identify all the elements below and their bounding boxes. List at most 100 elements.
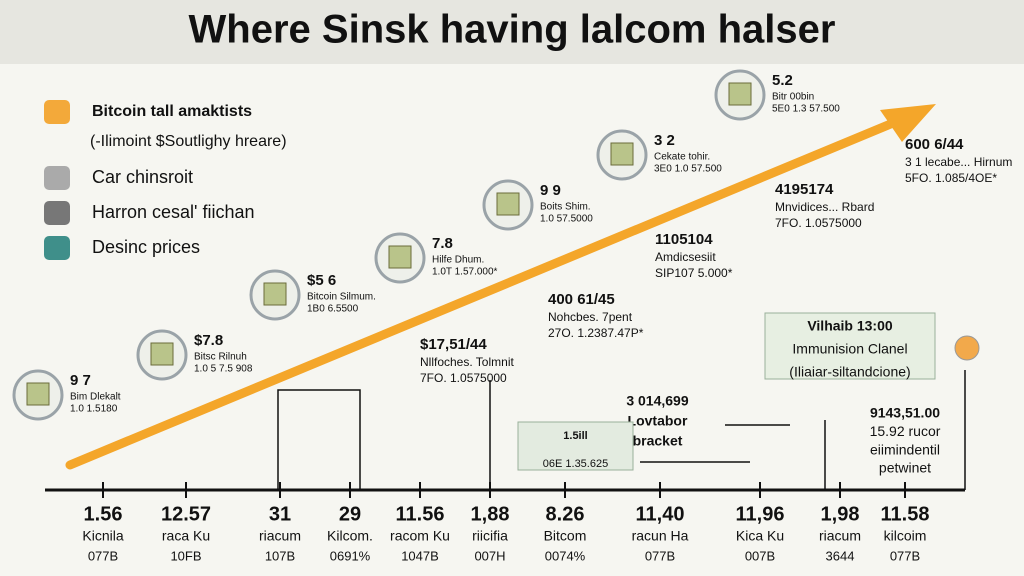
axis-value: 31: [269, 503, 291, 525]
milestone-value: 9 7: [70, 372, 91, 389]
axis-name: Kicnila: [82, 528, 123, 544]
axis-code: 10FB: [170, 548, 201, 563]
legend-label: (-Ilimoint $Soutlighy hreare): [90, 133, 287, 150]
milestone-code: 1.0 1.5180: [70, 404, 118, 415]
axis-code: 3644: [826, 548, 855, 563]
title-band: [0, 0, 1024, 64]
axis-name: racun Ha: [632, 528, 689, 544]
box-line: 1.5ill: [563, 430, 587, 442]
note-code: SIP107 5.000*: [655, 266, 733, 280]
legend-label: Car chinsroit: [92, 167, 193, 187]
trend-arrow: [65, 113, 910, 470]
box-line: 06E 1.35.625: [543, 458, 608, 470]
note-value: 600 6/44: [905, 136, 964, 153]
axis-code: 0691%: [330, 548, 371, 563]
pin-icon: [610, 142, 634, 166]
axis-value: 1,98: [821, 503, 860, 525]
milestone-name: Bitcoin Silmum.: [307, 292, 376, 303]
axis-value: 1,88: [471, 503, 510, 525]
legend-label: Bitcoin tall amaktists: [92, 103, 252, 120]
legend-icon: [44, 166, 70, 190]
axis-name: Kica Ku: [736, 528, 784, 544]
milestone-code: 1.0 57.5000: [540, 214, 593, 225]
box: [517, 421, 634, 471]
milestone-value: 5.2: [772, 72, 793, 89]
note-name: Nohcbes. 7pent: [548, 310, 633, 324]
axis-code: 077B: [88, 548, 118, 563]
milestone-code: 1B0 6.5500: [307, 304, 359, 315]
milestone-name: Cekate tohir.: [654, 152, 710, 163]
axis-value: 11,40: [636, 503, 685, 525]
note-name: Nllfoches. Tolmnit: [420, 355, 514, 369]
milestone-name: Hilfe Dhum.: [432, 255, 484, 266]
note-code: 27O. 1.2387.47P*: [548, 326, 644, 340]
note-name: 3 1 lecabe... Hirnum: [905, 155, 1012, 169]
legend-icon: [44, 236, 70, 260]
milestone-name: Bim Dlekalt: [70, 392, 121, 403]
axis-name: Bitcom: [544, 528, 587, 544]
pin-icon: [150, 342, 174, 366]
milestone-code: 5E0 1.3 57.500: [772, 104, 840, 115]
axis-value: 8.26: [546, 503, 585, 525]
axis-value: 12.57: [161, 503, 211, 525]
note-value: 1105104: [655, 231, 713, 248]
pin-icon: [728, 82, 752, 106]
axis-value: 29: [339, 503, 361, 525]
axis-value: 11.56: [396, 503, 445, 525]
box: [764, 312, 936, 380]
box-line: bracket: [633, 433, 683, 449]
axis-code: 077B: [890, 548, 920, 563]
box-line: Lovtabor: [628, 413, 688, 429]
note-code: 7FO. 1.0575000: [775, 216, 862, 230]
note-value: 400 61/45: [548, 291, 615, 308]
note-value: $17,51/44: [420, 336, 487, 353]
axis-value: 1.56: [84, 503, 123, 525]
note-name: Mnvidices... Rbard: [775, 200, 874, 214]
milestone-value: 7.8: [432, 235, 453, 252]
milestone-value: 9 9: [540, 182, 561, 199]
axis-name: riacum: [819, 528, 861, 544]
bracket: [277, 389, 361, 490]
pin-icon: [26, 382, 50, 406]
pin-icon: [496, 192, 520, 216]
axis-name: riacum: [259, 528, 301, 544]
axis-name: kilcoim: [884, 528, 927, 544]
box-line: Immunision Clanel: [792, 341, 907, 357]
arrow-head: [880, 104, 936, 142]
legend-label: Desinc prices: [92, 237, 200, 257]
legend-label: Harron cesal' fiichan: [92, 202, 255, 222]
box-line: 9143,51.00: [870, 405, 940, 421]
note-value: 4195174: [775, 181, 834, 198]
axis-name: racom Ku: [390, 528, 450, 544]
legend-icon: [44, 100, 70, 124]
icon: [954, 335, 980, 361]
note-code: 5FO. 1.085/4OE*: [905, 171, 997, 185]
box-line: 3 014,699: [626, 393, 688, 409]
axis-code: 1047B: [401, 548, 439, 563]
milestone-name: Bitr 00bin: [772, 92, 814, 103]
milestone-code: 1.0 5 7.5 908: [194, 364, 253, 375]
axis-name: raca Ku: [162, 528, 210, 544]
axis-value: 11,96: [736, 503, 785, 525]
pin-icon: [263, 282, 287, 306]
pin-icon: [388, 245, 412, 269]
box-line: 15.92 rucor: [870, 423, 941, 439]
box-line: (Iliaiar-siltandcione): [789, 364, 910, 380]
box-line: petwinet: [879, 460, 931, 476]
axis-code: 007B: [745, 548, 775, 563]
axis-name: Kilcom.: [327, 528, 373, 544]
axis-code: 107B: [265, 548, 295, 563]
milestone-code: 3E0 1.0 57.500: [654, 164, 722, 175]
milestone-name: Boits Shim.: [540, 202, 591, 213]
legend-icon: [44, 201, 70, 225]
note-name: Amdicsesiit: [655, 250, 716, 264]
note-code: 7FO. 1.0575000: [420, 371, 507, 385]
milestone-code: 1.0T 1.57.000*: [432, 267, 498, 278]
milestone-value: 3 2: [654, 132, 675, 149]
axis-code: 0074%: [545, 548, 586, 563]
title: Where Sinsk having lalcom halser: [189, 8, 836, 52]
milestone-name: Bitsc Rilnuh: [194, 352, 247, 363]
axis-name: riicifia: [472, 528, 508, 544]
